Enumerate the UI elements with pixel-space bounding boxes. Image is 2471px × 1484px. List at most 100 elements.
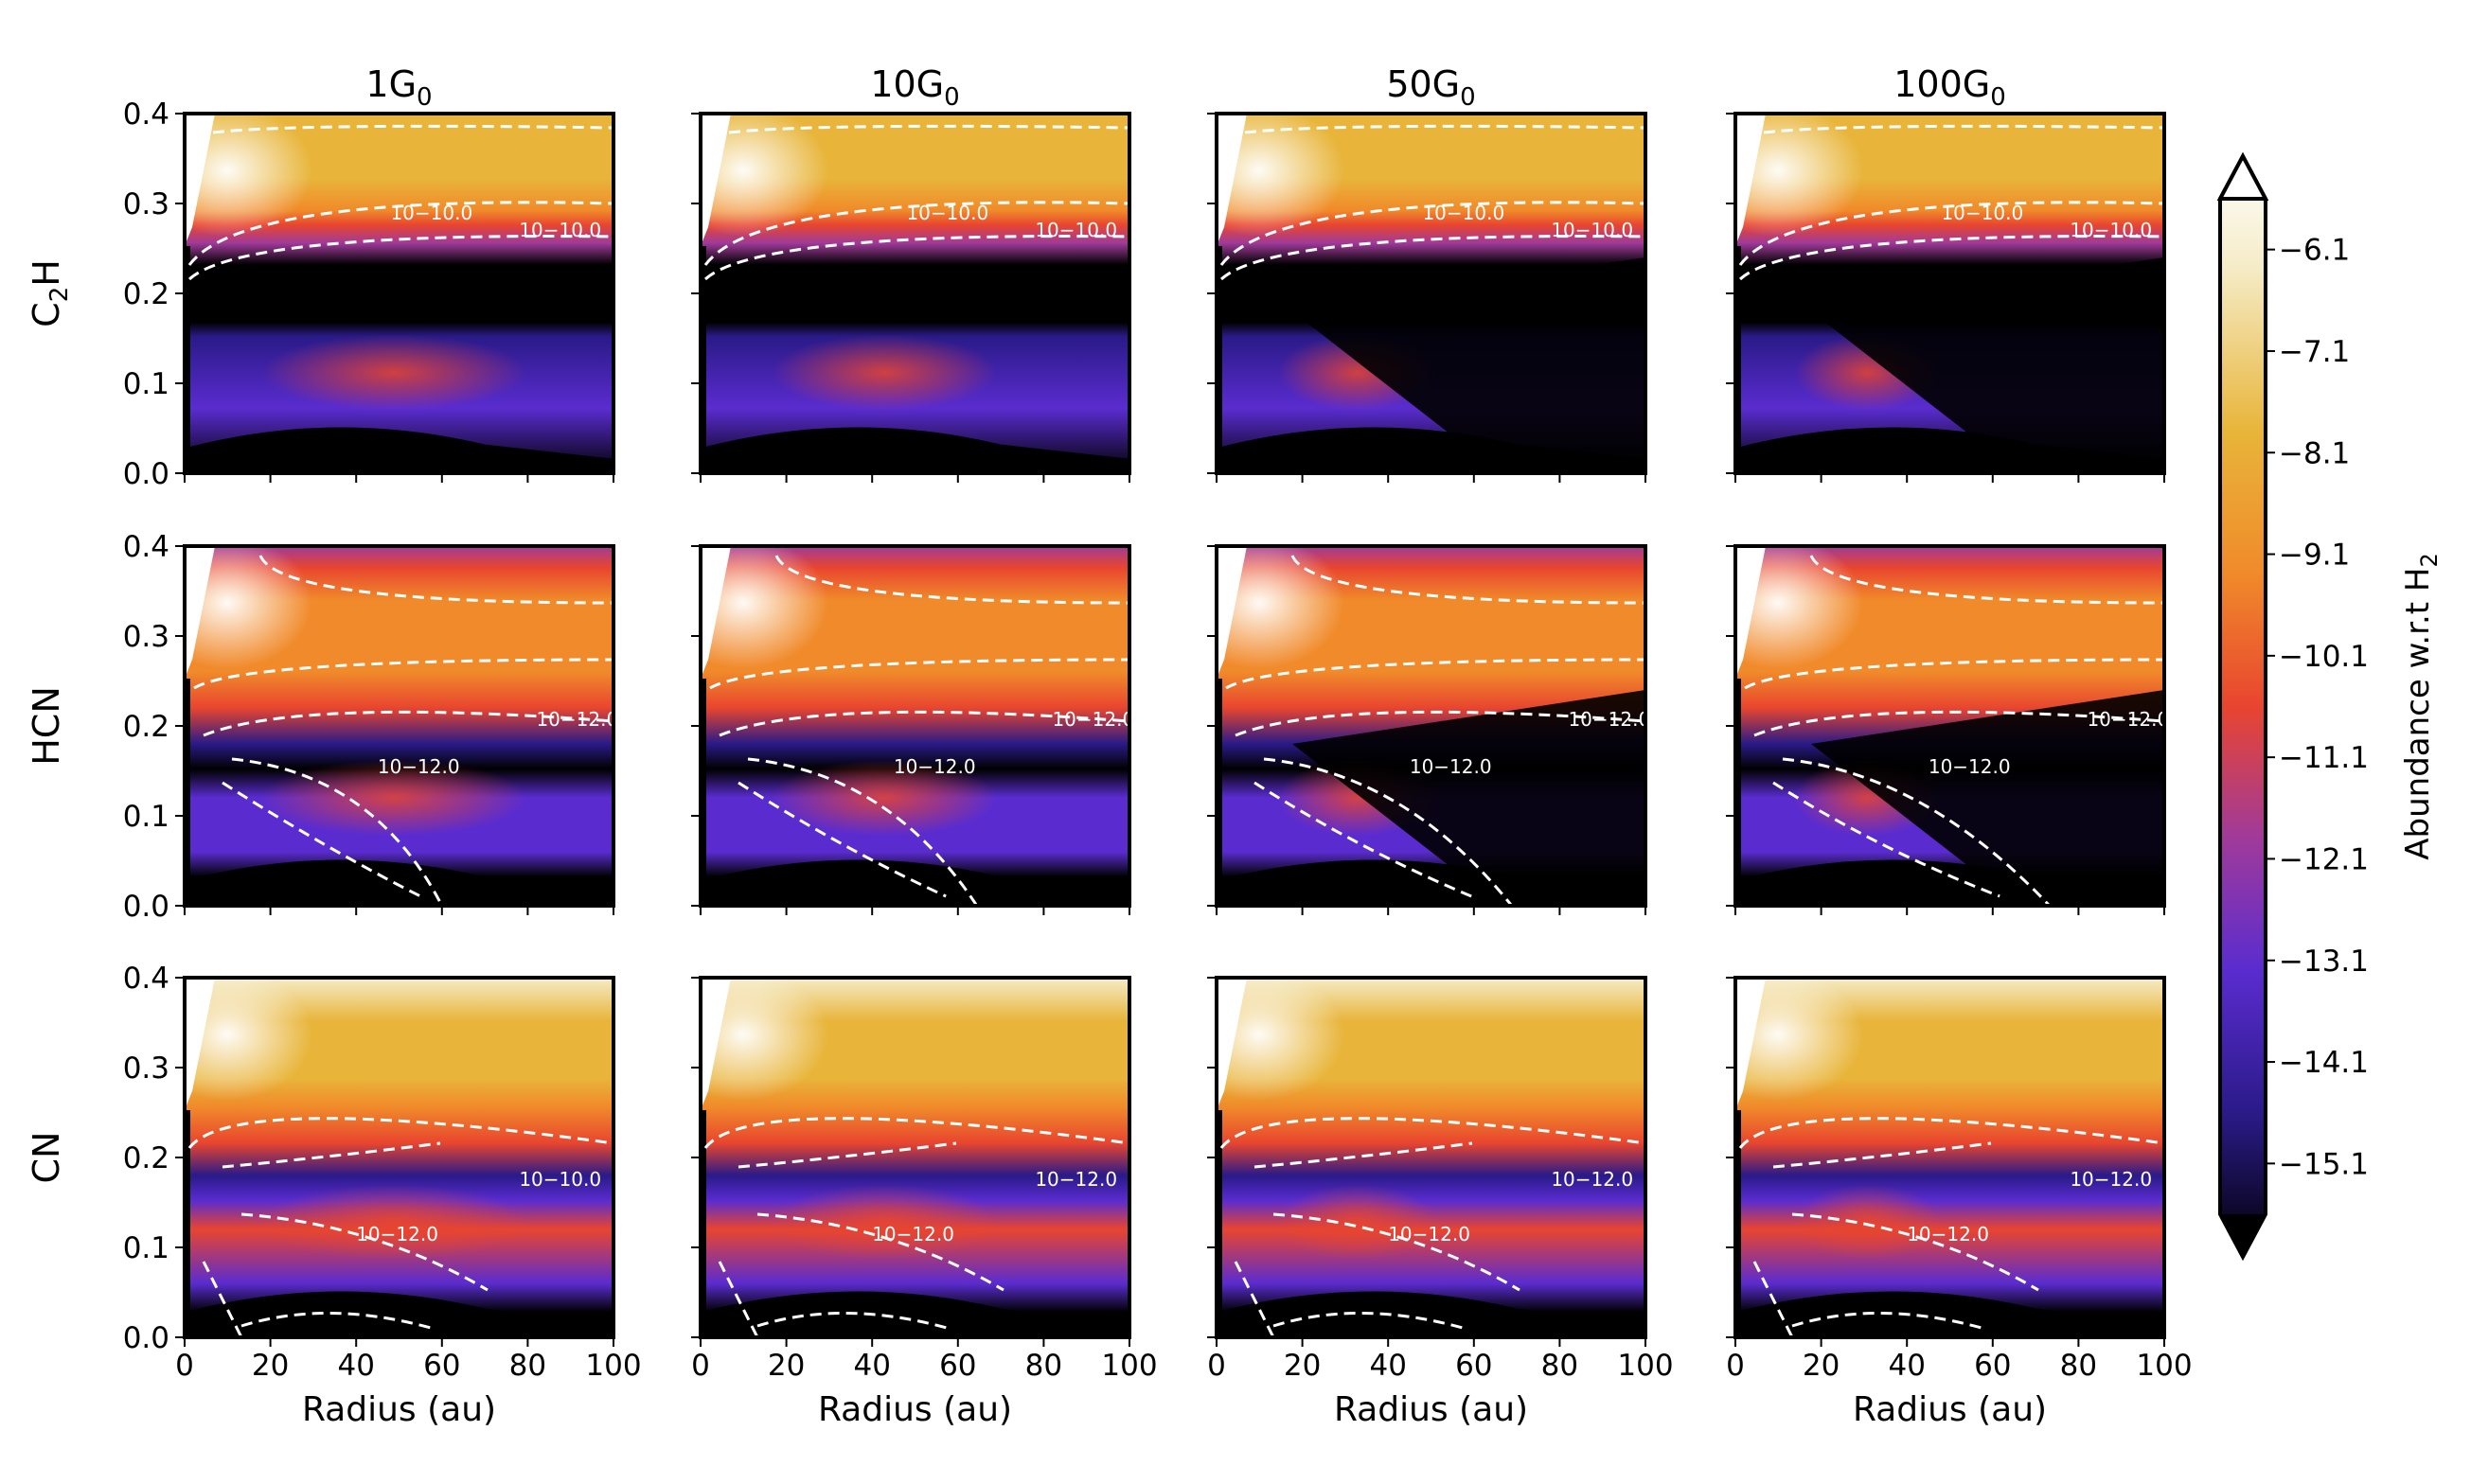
contour-line — [1219, 1117, 1645, 1149]
contour-line — [1782, 757, 2051, 906]
dark-floor — [1735, 1291, 2164, 1337]
column-titles: 1G0 10G0 50G0 100G0 — [365, 63, 2005, 112]
colorbar-body — [2218, 151, 2267, 1262]
dark-region — [1811, 257, 2164, 473]
y-tick-label: 0.2 — [123, 1141, 169, 1175]
contour-line — [187, 1117, 613, 1149]
contour-line — [738, 781, 947, 898]
x-tick-label: 100 — [1101, 1349, 1157, 1383]
contour-line — [1809, 555, 2164, 605]
panel-hcn-100G0: 10−12.0 10−12.0 — [1726, 544, 2166, 915]
contour-label: 10−10.0 — [390, 202, 472, 224]
contour-line — [1763, 124, 2164, 134]
contour-label: 10−10.0 — [906, 202, 988, 224]
warm-region — [772, 1184, 998, 1261]
x-tick-label: 80 — [1541, 1349, 1578, 1383]
dark-floor — [1735, 427, 2164, 473]
contour-line — [1744, 658, 2164, 690]
contour-label: 10−12.0 — [894, 755, 976, 778]
panel-cn-50G0: 10−12.0 10−12.0 0 20 40 60 80 100 Radius (au) — [1207, 976, 1674, 1429]
dark-floor — [701, 1291, 1129, 1337]
contour-label: 10−10.0 — [2070, 219, 2152, 241]
panel-hcn-10G0: 10−12.0 10−12.0 — [691, 544, 1134, 915]
x-tick-label: 60 — [423, 1349, 460, 1383]
contour-label: 10−12.0 — [1410, 755, 1492, 778]
colorbar-tick-label: −6.1 — [2279, 234, 2350, 268]
inner-edge — [1217, 679, 1222, 906]
colorbar-tick-label: −10.1 — [2279, 640, 2369, 674]
contour-line — [1272, 1212, 1520, 1292]
colorbar-tick-label: −11.1 — [2279, 741, 2369, 775]
peak-glow — [701, 978, 828, 1101]
y-tick-label: 0.3 — [123, 1051, 169, 1086]
column-title: 50G0 — [1386, 63, 1475, 112]
contour-label: 10−12.0 — [1052, 708, 1134, 731]
dark-floor — [185, 859, 613, 906]
contour-label: 10−10.0 — [1035, 219, 1117, 241]
contour-line — [774, 555, 1129, 605]
peak-glow — [1735, 114, 1863, 237]
contour-line — [703, 201, 1129, 266]
peak-glow — [185, 978, 312, 1101]
contour-line — [202, 1261, 243, 1337]
warm-region — [261, 760, 527, 836]
panel-hcn-50G0: 10−12.0 10−12.0 — [1207, 544, 1650, 915]
inner-edge — [1735, 246, 1741, 473]
x-tick-label: 100 — [1617, 1349, 1673, 1383]
colorbar-tick-label: −13.1 — [2279, 945, 2369, 979]
masked-region — [701, 978, 731, 1110]
y-tick-label: 0.0 — [123, 1321, 169, 1355]
column-title: 10G0 — [870, 63, 959, 112]
x-tick-label: 40 — [1369, 1349, 1406, 1383]
colorbar-tick-label: −7.1 — [2279, 335, 2350, 369]
inner-edge — [1735, 679, 1741, 906]
contour-label: 10−12.0 — [1568, 708, 1650, 731]
y-tick-label: 0.3 — [123, 187, 169, 221]
contour-line — [738, 1141, 957, 1169]
contour-label: 10−12.0 — [2070, 1168, 2152, 1191]
x-tick-label: 100 — [2136, 1349, 2192, 1383]
contour-line — [1272, 1311, 1464, 1330]
inner-edge — [185, 1110, 190, 1337]
contour-line — [1772, 1141, 1992, 1169]
inner-edge — [701, 1110, 706, 1337]
contour-line — [1290, 555, 1645, 605]
x-tick-label: 60 — [1455, 1349, 1492, 1383]
warm-region — [772, 334, 998, 411]
panel-hcn-1G0: 10−12.0 10−12.0 0.0 0.1 0.2 0.3 0.4 — [123, 530, 618, 924]
contour-line — [703, 1117, 1129, 1149]
y-tick-label: 0.1 — [123, 367, 169, 401]
masked-region — [701, 546, 731, 679]
warm-region — [1277, 1184, 1437, 1261]
panel-c2h-100G0: 10−10.0 10−10.0 — [1726, 112, 2166, 483]
contour-line — [1219, 201, 1645, 266]
x-tick-label: 20 — [1803, 1349, 1840, 1383]
x-tick-label: 100 — [585, 1349, 641, 1383]
panel-c2h-10G0: 10−10.0 10−10.0 — [691, 112, 1131, 483]
inner-edge — [185, 679, 190, 906]
contour-line — [187, 201, 613, 266]
colorbar-extend-low — [2220, 1214, 2266, 1257]
peak-glow — [185, 114, 312, 237]
contour-label: 10−10.0 — [1551, 219, 1633, 241]
masked-region — [1217, 978, 1247, 1110]
contour-label: 10−12.0 — [536, 708, 618, 731]
y-tick-label: 0.1 — [123, 800, 169, 834]
x-tick-label: 20 — [768, 1349, 805, 1383]
dark-floor — [701, 427, 1129, 473]
contour-line — [212, 124, 613, 134]
contour-line — [193, 658, 613, 690]
contour-line — [258, 555, 613, 605]
y-tick-label: 0.0 — [123, 890, 169, 924]
contour-label: 10−12.0 — [1929, 755, 2011, 778]
contour-line — [240, 1212, 489, 1292]
contour-line — [1753, 710, 2164, 737]
contour-label: 10−12.0 — [872, 1223, 954, 1246]
x-tick-label: 40 — [337, 1349, 374, 1383]
inner-edge — [701, 679, 706, 906]
panel-cn-10G0: 10−12.0 10−12.0 0 20 40 60 80 100 Radius (au) — [691, 976, 1158, 1429]
column-title: 100G0 — [1893, 63, 2006, 112]
x-tick-label: 40 — [1888, 1349, 1925, 1383]
contour-label: 10−10.0 — [1941, 202, 2023, 224]
